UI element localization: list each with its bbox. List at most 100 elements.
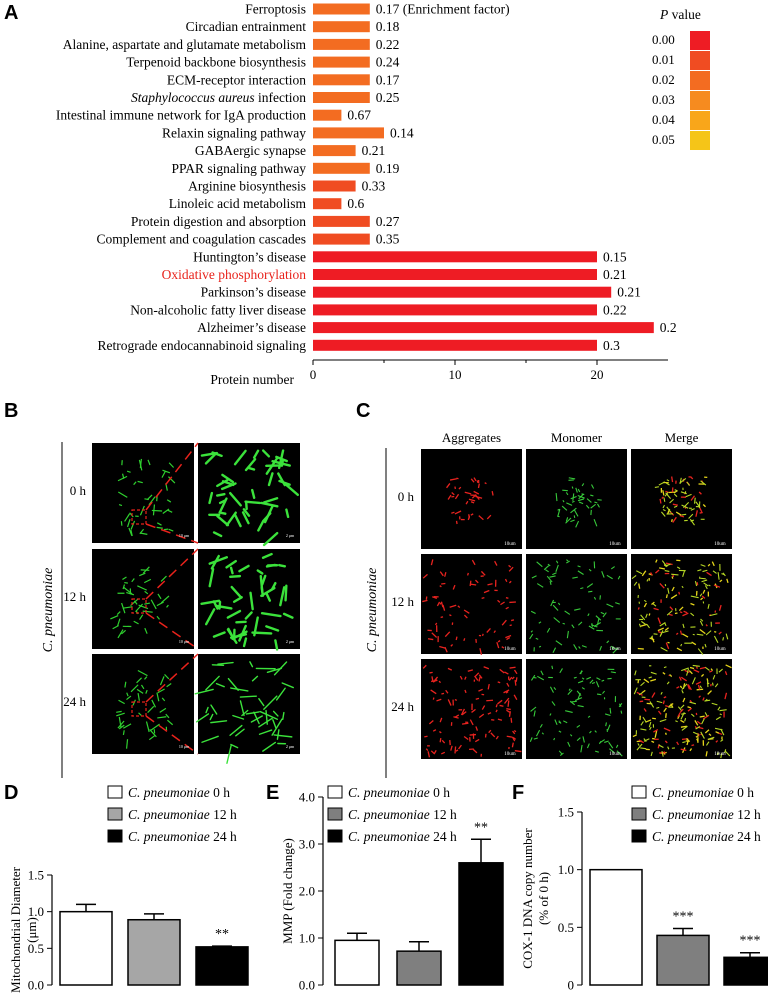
aggregate-signal <box>475 726 479 731</box>
category-label: Terpenoid backbone biosynthesis <box>126 55 306 70</box>
mito-fragment <box>133 620 139 625</box>
micrograph <box>526 554 627 654</box>
monomer-signal <box>656 700 663 704</box>
aggregate-signal <box>662 490 665 496</box>
micrograph <box>526 449 627 549</box>
panel-label-c: C <box>356 400 371 422</box>
aggregate-signal <box>699 666 706 670</box>
monomer-signal <box>591 484 595 489</box>
monomer-signal <box>656 706 660 709</box>
monomer-signal <box>577 565 581 568</box>
aggregate-signal <box>475 697 480 700</box>
aggregate-signal <box>657 627 665 632</box>
aggregate-signal <box>463 735 469 741</box>
aggregate-signal <box>454 698 458 701</box>
monomer-signal <box>566 630 569 639</box>
aggregate-signal <box>675 511 682 516</box>
aggregate-signal <box>662 671 666 675</box>
aggregate-signal <box>475 495 483 499</box>
aggregate-signal <box>696 688 704 691</box>
aggregate-signal <box>512 737 517 740</box>
mito-zoomed <box>267 472 274 487</box>
monomer-signal <box>681 725 688 731</box>
mito-fragment <box>116 618 121 627</box>
monomer-signal <box>658 481 666 486</box>
monomer-signal <box>664 570 670 572</box>
monomer-signal <box>636 570 643 575</box>
mito-fragment <box>124 681 127 688</box>
aggregate-signal <box>444 572 447 577</box>
monomer-signal <box>681 513 687 516</box>
time-label: 24 h <box>391 699 414 714</box>
aggregate-signal <box>504 578 508 583</box>
aggregate-signal <box>725 664 732 669</box>
mito-zoomed <box>209 713 214 721</box>
aggregate-signal <box>456 477 459 480</box>
mito-fragment <box>123 723 132 729</box>
aggregate-signal <box>422 573 428 579</box>
aggregate-signal <box>508 676 513 681</box>
monomer-signal <box>697 648 704 655</box>
mito-zoomed <box>241 511 250 525</box>
mito-fragment <box>118 716 122 728</box>
y-tick-label: 1.0 <box>558 862 574 877</box>
mito-fragment <box>116 710 122 713</box>
monomer-signal <box>637 743 640 746</box>
aggregate-signal <box>471 559 476 566</box>
monomer-signal <box>596 677 601 681</box>
mito-fragment <box>152 504 156 516</box>
mito-fragment <box>160 595 170 604</box>
aggregate-signal <box>465 500 469 505</box>
monomer-signal <box>681 690 684 694</box>
category-label: Retrograde endocannabinoid signaling <box>98 338 307 353</box>
monomer-signal <box>578 493 584 500</box>
monomer-signal <box>697 569 702 572</box>
aggregate-signal <box>487 683 490 690</box>
aggregate-signal <box>678 591 681 595</box>
monomer-signal <box>719 713 722 716</box>
mito-zoomed <box>265 625 280 632</box>
mito-fragment <box>157 688 165 694</box>
aggregate-signal <box>478 674 483 679</box>
aggregate-signal <box>451 511 455 514</box>
monomer-signal <box>551 701 556 706</box>
monomer-signal <box>571 486 574 489</box>
aggregate-signal <box>463 638 466 642</box>
aggregate-signal <box>679 630 683 635</box>
mito-fragment <box>156 526 163 529</box>
bar-value-label: 0.18 <box>376 19 400 34</box>
scale-bar-label: 10um <box>609 647 621 652</box>
bar <box>458 862 504 986</box>
aggregate-signal <box>672 503 679 506</box>
mito-zoomed <box>208 556 228 565</box>
aggregate-signal <box>442 604 446 611</box>
mito-fragment <box>147 705 155 714</box>
monomer-signal <box>577 680 584 684</box>
aggregate-signal <box>486 628 491 633</box>
monomer-signal <box>633 581 638 586</box>
mito-zoomed <box>282 612 294 619</box>
mito-fragment <box>140 684 145 690</box>
bar-value-label: 0.21 <box>362 143 386 158</box>
aggregate-signal <box>439 601 443 605</box>
monomer-signal <box>681 683 688 690</box>
aggregate-signal <box>432 729 437 732</box>
scale-bar-label: 10um <box>714 542 726 547</box>
monomer-signal <box>537 675 545 681</box>
monomer-signal <box>699 620 704 626</box>
mito-fragment <box>163 528 169 531</box>
mito-zoomed <box>261 574 267 586</box>
mito-zoomed <box>272 719 277 729</box>
mito-zoomed <box>256 569 264 575</box>
monomer-signal <box>718 668 723 673</box>
aggregate-signal <box>499 704 504 707</box>
aggregate-signal <box>679 611 683 614</box>
aggregate-signal <box>470 501 475 504</box>
bar-value-label: 0.3 <box>603 338 620 353</box>
aggregate-signal <box>468 498 476 502</box>
aggregate-signal <box>512 730 516 735</box>
column-header: Merge <box>665 430 699 445</box>
monomer-signal <box>720 728 725 736</box>
monomer-signal <box>539 723 543 728</box>
mito-zoomed <box>260 612 282 618</box>
